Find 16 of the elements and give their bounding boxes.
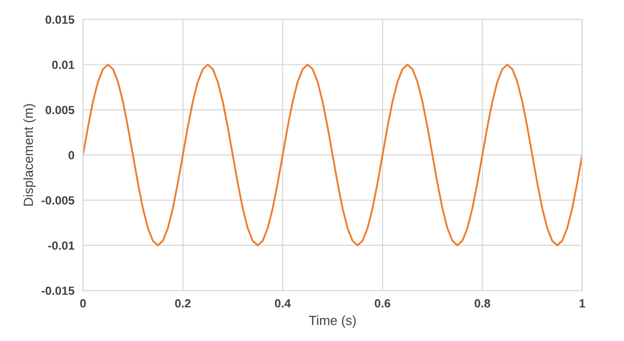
x-tick-label: 0.8 [474,299,490,308]
x-tick-label: 0.6 [374,299,390,308]
y-tick-label: -0.005 [42,196,74,205]
x-tick-label: 0.4 [274,299,291,308]
x-tick-label: 0 [80,299,86,308]
y-tick-label: -0.01 [48,241,74,250]
y-tick-label: -0.015 [42,286,74,295]
line-series [82,64,582,246]
y-tick-label: 0.005 [46,106,74,114]
x-tick-label: 1 [580,299,586,308]
y-tick-label: 0.015 [46,15,74,24]
x-axis-title: Time (s) [308,315,356,328]
y-tick-label: 0.01 [52,60,74,70]
y-tick-label: 0 [68,151,74,160]
y-axis-title: Displacement (m) [23,104,36,206]
x-tick-label: 0.2 [175,299,191,308]
